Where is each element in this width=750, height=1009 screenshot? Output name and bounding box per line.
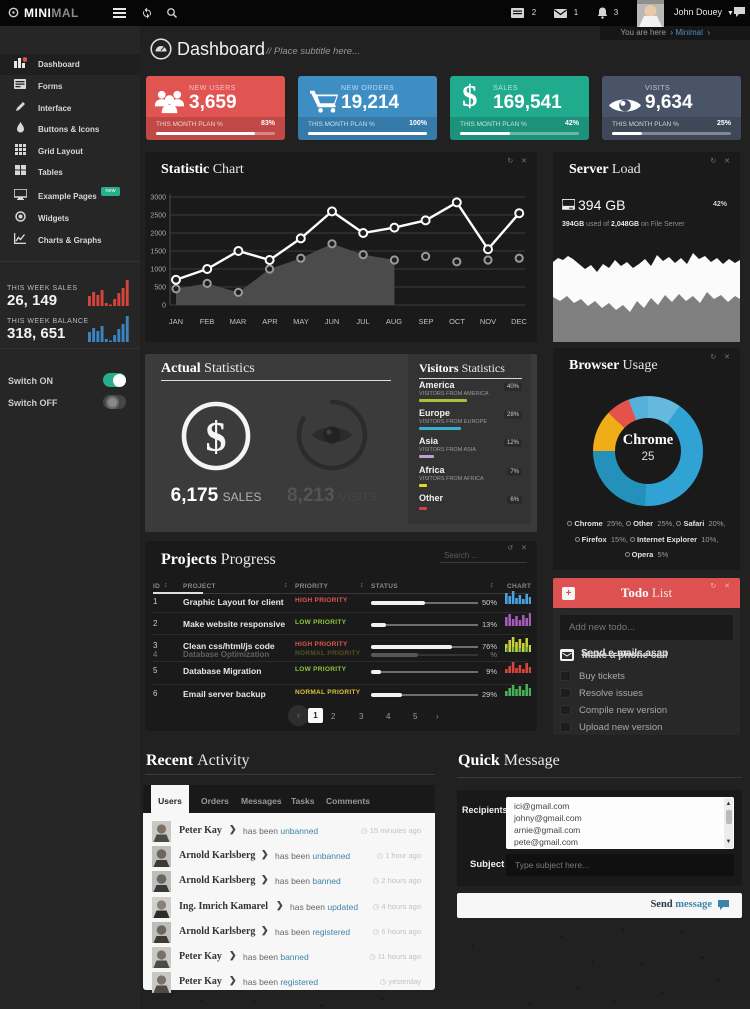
svg-text:500: 500: [154, 285, 166, 292]
svg-text:1500: 1500: [150, 249, 166, 256]
svg-text:1000: 1000: [150, 267, 166, 274]
svg-text:APR: APR: [262, 317, 278, 326]
svg-text:DEC: DEC: [511, 317, 527, 326]
svg-text:OCT: OCT: [449, 317, 465, 326]
svg-text:FEB: FEB: [200, 317, 215, 326]
svg-text:MAY: MAY: [293, 317, 309, 326]
svg-text:SEP: SEP: [418, 317, 433, 326]
svg-text:JUN: JUN: [325, 317, 340, 326]
svg-text:JUL: JUL: [356, 317, 369, 326]
svg-text:MAR: MAR: [230, 317, 247, 326]
svg-text:JAN: JAN: [169, 317, 183, 326]
svg-text:AUG: AUG: [386, 317, 402, 326]
svg-text:2500: 2500: [150, 213, 166, 220]
svg-text:3000: 3000: [150, 195, 166, 202]
svg-text:$: $: [206, 415, 227, 461]
svg-text:0: 0: [162, 303, 166, 310]
svg-text:NOV: NOV: [480, 317, 496, 326]
svg-text:2000: 2000: [150, 231, 166, 238]
